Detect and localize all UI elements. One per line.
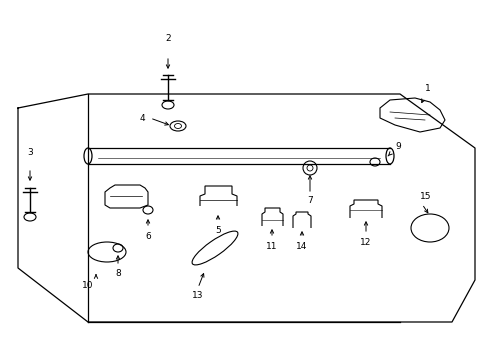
Text: 1: 1: [424, 84, 430, 93]
Text: 11: 11: [265, 242, 277, 251]
Text: 14: 14: [296, 242, 307, 251]
Text: 7: 7: [306, 195, 312, 204]
Text: 3: 3: [27, 148, 33, 157]
Text: 8: 8: [115, 270, 121, 279]
Text: 6: 6: [145, 231, 151, 240]
Text: 5: 5: [215, 225, 221, 234]
Text: 4: 4: [139, 113, 144, 122]
Text: 12: 12: [360, 238, 371, 247]
Text: 15: 15: [419, 192, 431, 201]
Text: 10: 10: [82, 282, 94, 291]
Text: 2: 2: [165, 33, 170, 42]
Text: 13: 13: [192, 292, 203, 301]
Text: 9: 9: [394, 141, 400, 150]
